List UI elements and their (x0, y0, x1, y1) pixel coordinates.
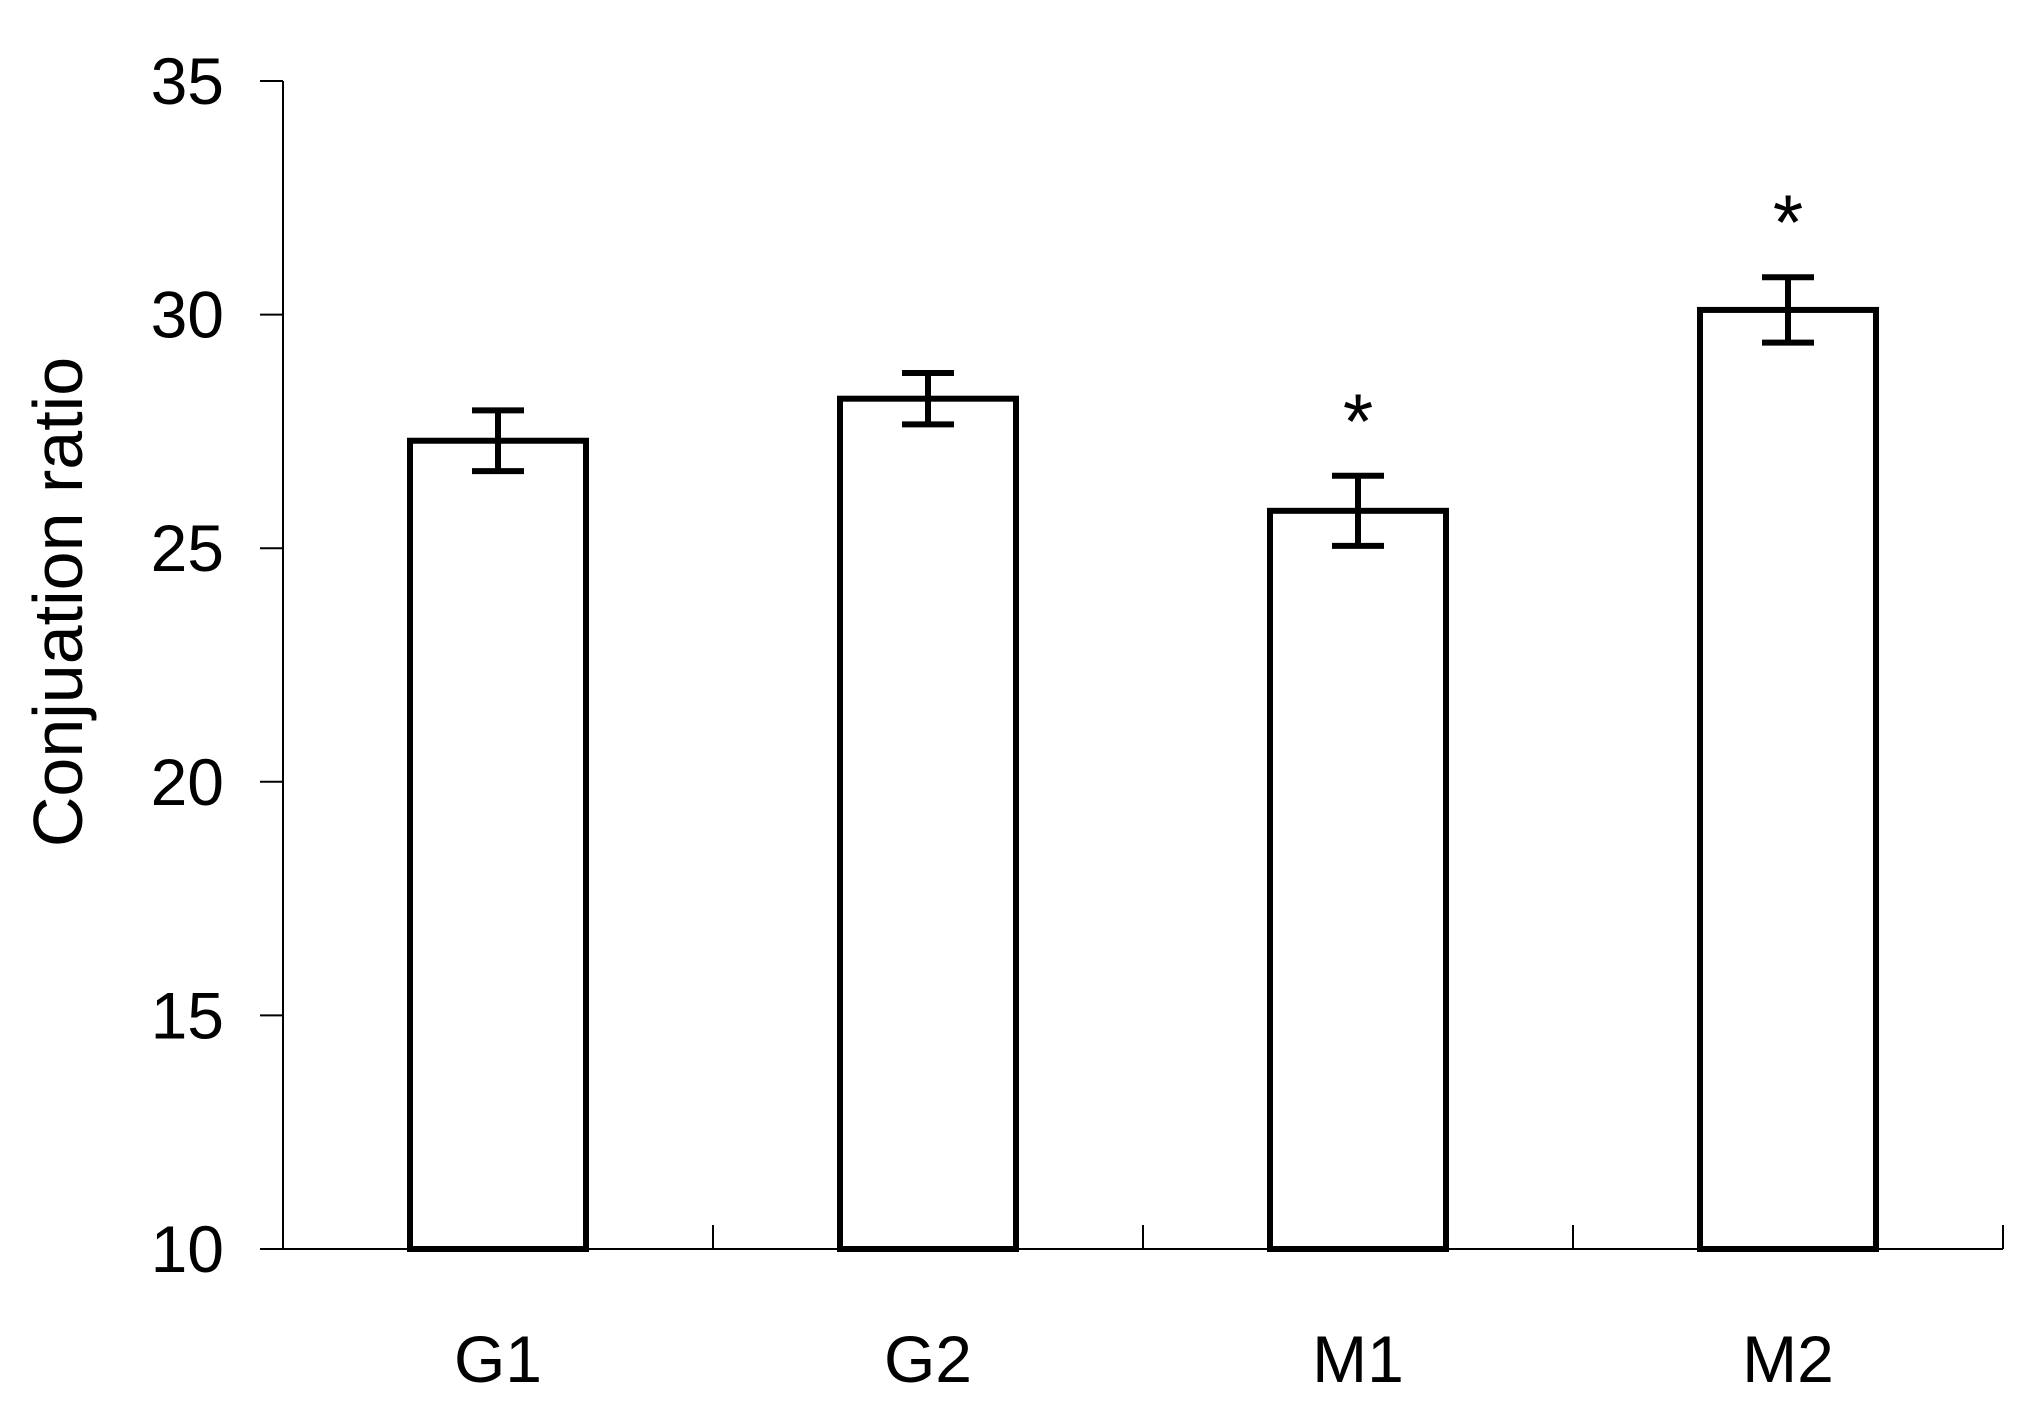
y-tick-label-15: 15 (151, 978, 224, 1052)
y-tick-label-35: 35 (151, 44, 224, 118)
y-tick-label-30: 30 (151, 278, 224, 352)
error-bar-G2 (902, 370, 954, 428)
y-axis-label: Conjuation ratio (19, 357, 97, 847)
y-tick-label-20: 20 (151, 745, 224, 819)
category-label-G1: G1 (454, 1322, 542, 1396)
category-label-M2: M2 (1742, 1322, 1834, 1396)
annotations: ** (1343, 178, 1803, 465)
y-tick-label-25: 25 (151, 511, 224, 585)
significance-marker-M2: * (1773, 178, 1803, 266)
bar-G2 (837, 395, 1019, 1253)
y-tick-label-10: 10 (151, 1212, 224, 1286)
bar-G1 (407, 437, 589, 1252)
category-label-M1: M1 (1312, 1322, 1404, 1396)
error-bar-G1 (472, 407, 524, 475)
error-bars (472, 274, 1814, 549)
bars (407, 306, 1879, 1253)
x-axis: G1 G2 M1 M2 (283, 1225, 2004, 1396)
significance-marker-M1: * (1343, 377, 1373, 465)
error-bar-M2 (1762, 274, 1814, 346)
y-axis: 10 15 20 25 30 35 (151, 44, 284, 1286)
bar-M2 (1697, 306, 1879, 1253)
bar-M1 (1267, 507, 1449, 1253)
category-label-G2: G2 (884, 1322, 972, 1396)
error-bar-M1 (1332, 472, 1384, 549)
